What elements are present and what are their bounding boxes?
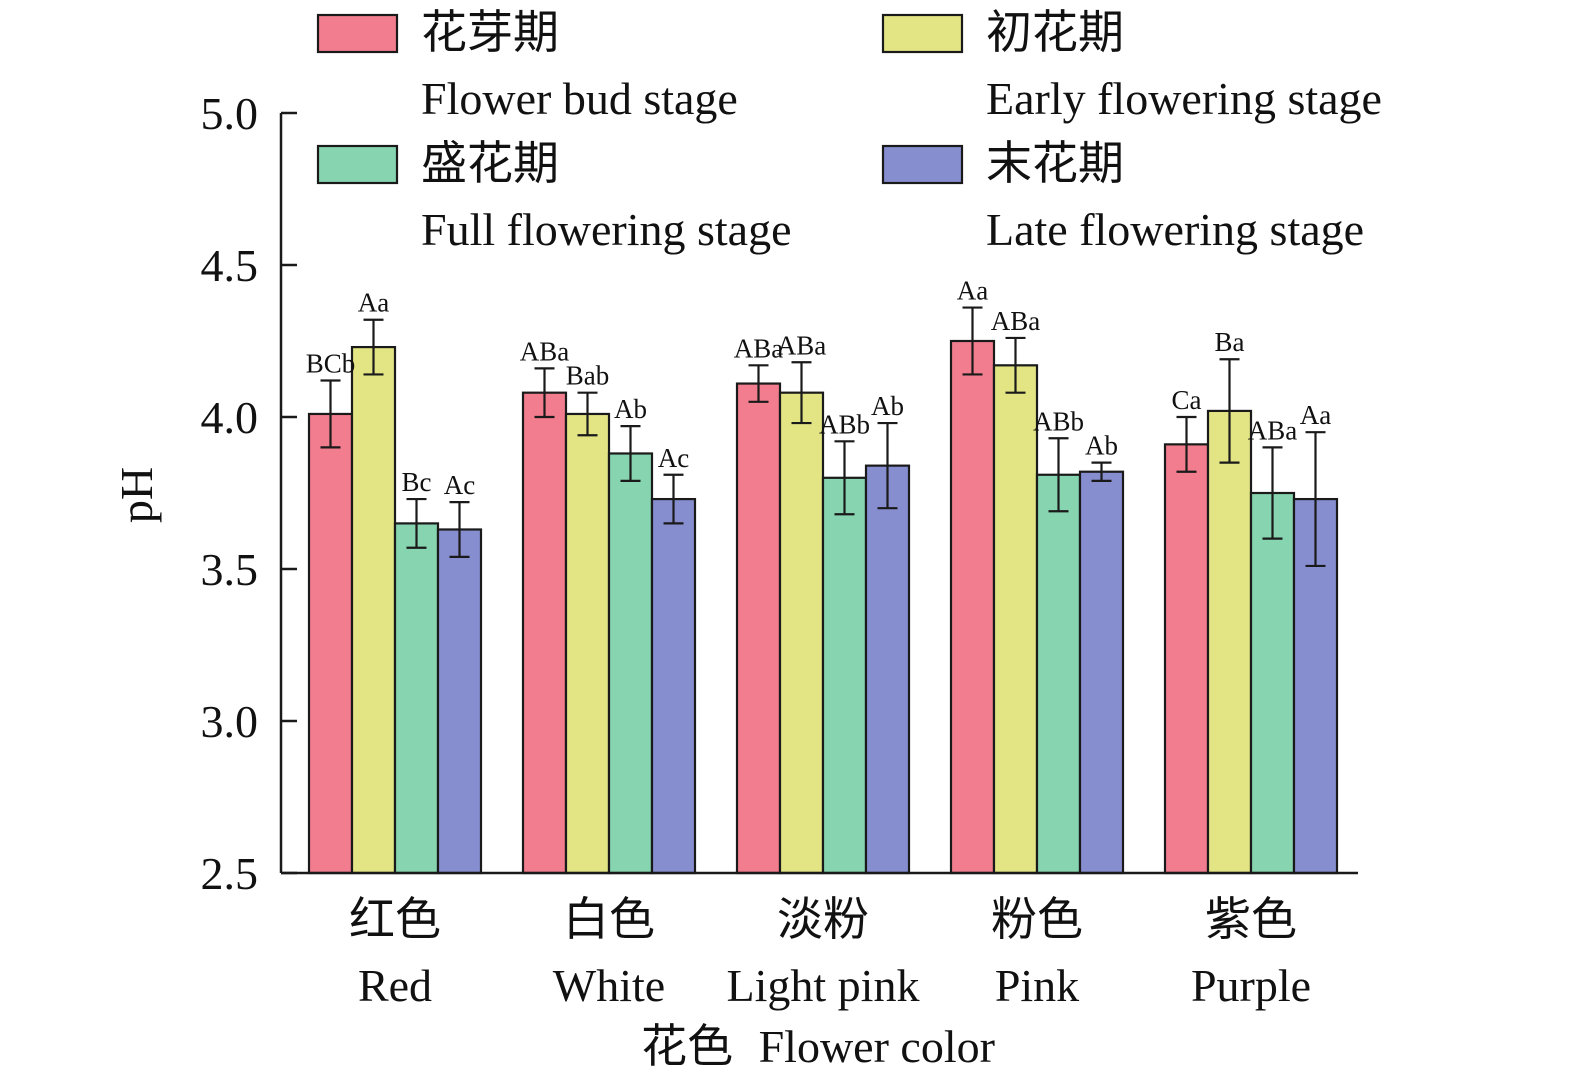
error-bars-group — [320, 306, 1326, 568]
x-category-label-cn: 白色 — [563, 894, 655, 945]
bar — [521, 391, 568, 875]
significance-label: Ac — [658, 443, 689, 473]
bar — [949, 339, 996, 875]
y-ticks: 2.5 3.0 3.5 4.0 4.5 5.0 — [201, 88, 297, 899]
significance-label: ABa — [1248, 415, 1298, 445]
y-tick-label: 3.5 — [201, 544, 259, 595]
significance-label: Ac — [444, 470, 475, 500]
legend-label-en: Late flowering stage — [986, 204, 1364, 255]
bar — [992, 364, 1039, 875]
legend-label-en: Flower bud stage — [421, 73, 738, 124]
significance-label: BCb — [306, 349, 356, 379]
y-tick-label: 4.5 — [201, 240, 259, 291]
bar — [350, 345, 397, 875]
significance-label: ABa — [520, 336, 570, 366]
x-category-label-en: Light pink — [727, 960, 920, 1011]
x-axis-title: 花色 Flower color — [641, 1021, 995, 1072]
bar — [1163, 443, 1210, 875]
x-category-label-cn: 红色 — [349, 894, 441, 945]
y-tick-label: 4.0 — [201, 392, 259, 443]
bar — [778, 391, 825, 875]
legend-label-en: Full flowering stage — [421, 204, 792, 255]
bar — [650, 497, 697, 875]
significance-label: ABa — [777, 330, 827, 360]
bar — [821, 476, 868, 875]
x-category-label-en: Red — [358, 960, 432, 1011]
legend-swatch — [881, 144, 964, 185]
significance-label: Ab — [1085, 431, 1118, 461]
legend-swatch — [316, 13, 399, 54]
y-tick-label: 2.5 — [201, 848, 259, 899]
bar — [564, 412, 611, 875]
significance-label: Ba — [1215, 327, 1245, 357]
x-category-labels: 红色 Red 白色 White 淡粉 Light pink 粉色 Pink 紫色 Purple — [349, 894, 1311, 1011]
significance-label: ABb — [1033, 406, 1084, 436]
x-category-label-cn: 紫色 — [1205, 894, 1297, 945]
legend-swatch — [881, 13, 964, 54]
bar — [307, 412, 354, 875]
x-category-label-en: White — [553, 960, 665, 1011]
axes — [279, 113, 1358, 875]
x-axis-title-cn: 花色 — [641, 1021, 733, 1072]
x-category-label-cn: 粉色 — [991, 894, 1083, 945]
significance-label: ABb — [819, 409, 870, 439]
legend-label-cn: 花芽期 — [421, 7, 559, 58]
x-axis-title-en: Flower color — [759, 1021, 995, 1072]
legend-label-en: Early flowering stage — [986, 73, 1382, 124]
legend-label-cn: 末花期 — [986, 138, 1124, 189]
significance-label: Aa — [957, 276, 988, 306]
x-category-label-en: Pink — [995, 960, 1079, 1011]
bar — [1206, 409, 1253, 875]
bar — [607, 452, 654, 875]
significance-label: Ab — [614, 394, 647, 424]
x-category-label-cn: 淡粉 — [777, 894, 869, 945]
legend: 花芽期 Flower bud stage 初花期 Early flowering st… — [316, 7, 1382, 255]
y-tick-label: 3.0 — [201, 696, 259, 747]
x-category-label-en: Purple — [1191, 960, 1311, 1011]
significance-label: ABa — [734, 333, 784, 363]
legend-label-cn: 盛花期 — [421, 138, 559, 189]
bar — [735, 382, 782, 875]
significance-label: ABa — [991, 306, 1041, 336]
y-tick-label: 5.0 — [201, 88, 259, 139]
bar — [864, 464, 911, 875]
significance-label: Ab — [871, 391, 904, 421]
bar — [1035, 473, 1082, 875]
bar — [393, 522, 440, 875]
legend-swatch — [316, 144, 399, 185]
significance-label: Aa — [358, 288, 389, 318]
legend-label-cn: 初花期 — [986, 7, 1124, 58]
bar — [436, 528, 483, 875]
bar — [1249, 491, 1296, 875]
significance-label: Aa — [1300, 400, 1331, 430]
y-axis-title: pH — [111, 467, 162, 523]
significance-label: Ca — [1172, 385, 1202, 415]
significance-label: Bc — [402, 467, 432, 497]
bar — [1078, 470, 1125, 875]
significance-label: Bab — [566, 361, 610, 391]
